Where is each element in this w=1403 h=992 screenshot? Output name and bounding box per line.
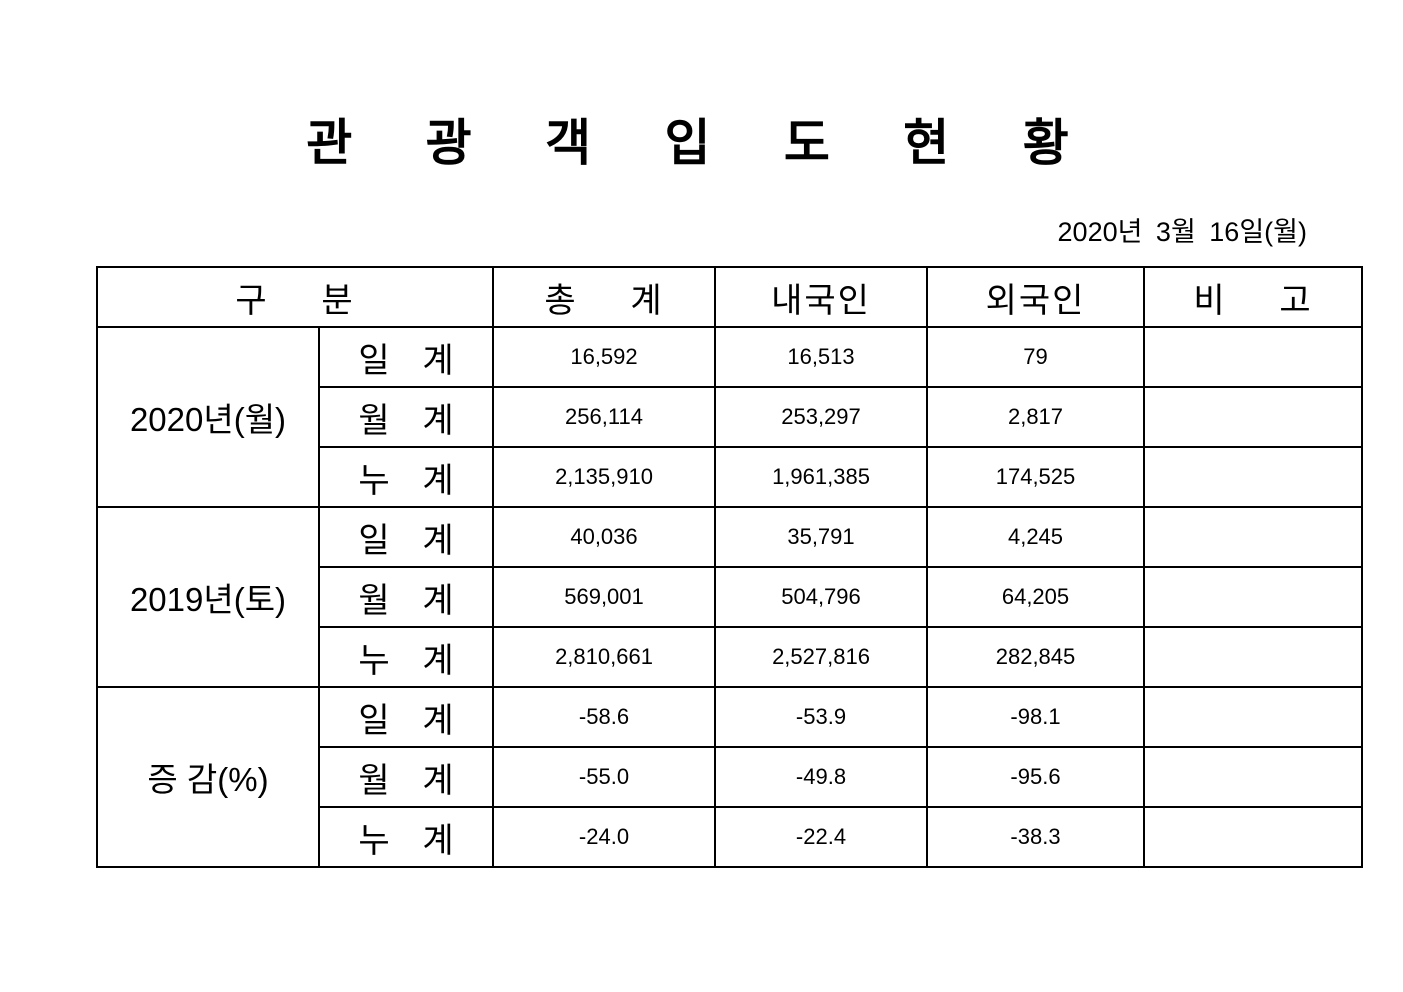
cell-remarks: [1143, 686, 1363, 748]
cell-domestic: -53.9: [714, 686, 928, 748]
cell-domestic: -22.4: [714, 806, 928, 868]
header-row: 구 분 총 계 내국인 외국인 비 고: [96, 266, 1363, 328]
header-foreign: 외국인: [926, 266, 1145, 328]
cell-total: 16,592: [492, 326, 716, 388]
cell-total: 2,810,661: [492, 626, 716, 688]
cell-remarks: [1143, 326, 1363, 388]
cell-foreign: 2,817: [926, 386, 1145, 448]
cell-total: 569,001: [492, 566, 716, 628]
cell-remarks: [1143, 806, 1363, 868]
table-row: 월 계 256,114 253,297 2,817: [97, 386, 1363, 448]
cell-domestic: 1,961,385: [714, 446, 928, 508]
cell-foreign: -95.6: [926, 746, 1145, 808]
header-category: 구 분: [96, 266, 494, 328]
table-row: 증 감(%) 일 계 -58.6 -53.9 -98.1: [96, 686, 1363, 868]
header-remarks: 비 고: [1143, 266, 1363, 328]
cell-foreign: 79: [926, 326, 1145, 388]
cell-domestic: 16,513: [714, 326, 928, 388]
row-label: 누 계: [318, 446, 494, 508]
cell-total: -58.6: [492, 686, 716, 748]
cell-foreign: -38.3: [926, 806, 1145, 868]
cell-domestic: 504,796: [714, 566, 928, 628]
cell-domestic: 35,791: [714, 506, 928, 568]
row-label: 누 계: [318, 626, 494, 688]
cell-foreign: -98.1: [926, 686, 1145, 748]
cell-remarks: [1143, 386, 1363, 448]
cell-domestic: 2,527,816: [714, 626, 928, 688]
cell-remarks: [1143, 626, 1363, 688]
cell-total: 256,114: [492, 386, 716, 448]
header-domestic: 내국인: [714, 266, 928, 328]
cell-total: 2,135,910: [492, 446, 716, 508]
group-label-2020: 2020년(월): [96, 326, 320, 508]
header-total: 총 계: [492, 266, 716, 328]
table-row: 누 계 2,810,661 2,527,816 282,845: [97, 626, 1363, 688]
row-label: 일 계: [318, 506, 494, 568]
report-date: 2020년 3월 16일(월): [1057, 217, 1307, 247]
tourist-arrivals-table: 구 분 총 계 내국인 외국인 비 고 2020년(월) 일 계 16,592 …: [96, 266, 1363, 868]
row-label: 월 계: [318, 566, 494, 628]
cell-domestic: 253,297: [714, 386, 928, 448]
cell-foreign: 282,845: [926, 626, 1145, 688]
cell-remarks: [1143, 446, 1363, 508]
cell-remarks: [1143, 566, 1363, 628]
table-row: 2019년(토) 일 계 40,036 35,791 4,245: [96, 506, 1363, 688]
row-label: 누 계: [318, 806, 494, 868]
table-row: 2020년(월) 일 계 16,592 16,513 79: [96, 326, 1363, 508]
row-label: 일 계: [318, 686, 494, 748]
row-label: 월 계: [318, 386, 494, 448]
table-row: 누 계 2,135,910 1,961,385 174,525: [97, 446, 1363, 508]
row-label: 일 계: [318, 326, 494, 388]
table-row: 월 계 -55.0 -49.8 -95.6: [97, 746, 1363, 808]
group-label-change: 증 감(%): [96, 686, 320, 868]
page-title: 관 광 객 입 도 현 황: [306, 114, 1097, 172]
cell-remarks: [1143, 506, 1363, 568]
cell-foreign: 174,525: [926, 446, 1145, 508]
cell-foreign: 64,205: [926, 566, 1145, 628]
cell-remarks: [1143, 746, 1363, 808]
table-row: 월 계 569,001 504,796 64,205: [97, 566, 1363, 628]
row-label: 월 계: [318, 746, 494, 808]
cell-domestic: -49.8: [714, 746, 928, 808]
cell-total: -55.0: [492, 746, 716, 808]
table-row: 누 계 -24.0 -22.4 -38.3: [97, 806, 1363, 868]
cell-foreign: 4,245: [926, 506, 1145, 568]
cell-total: -24.0: [492, 806, 716, 868]
group-label-2019: 2019년(토): [96, 506, 320, 688]
cell-total: 40,036: [492, 506, 716, 568]
